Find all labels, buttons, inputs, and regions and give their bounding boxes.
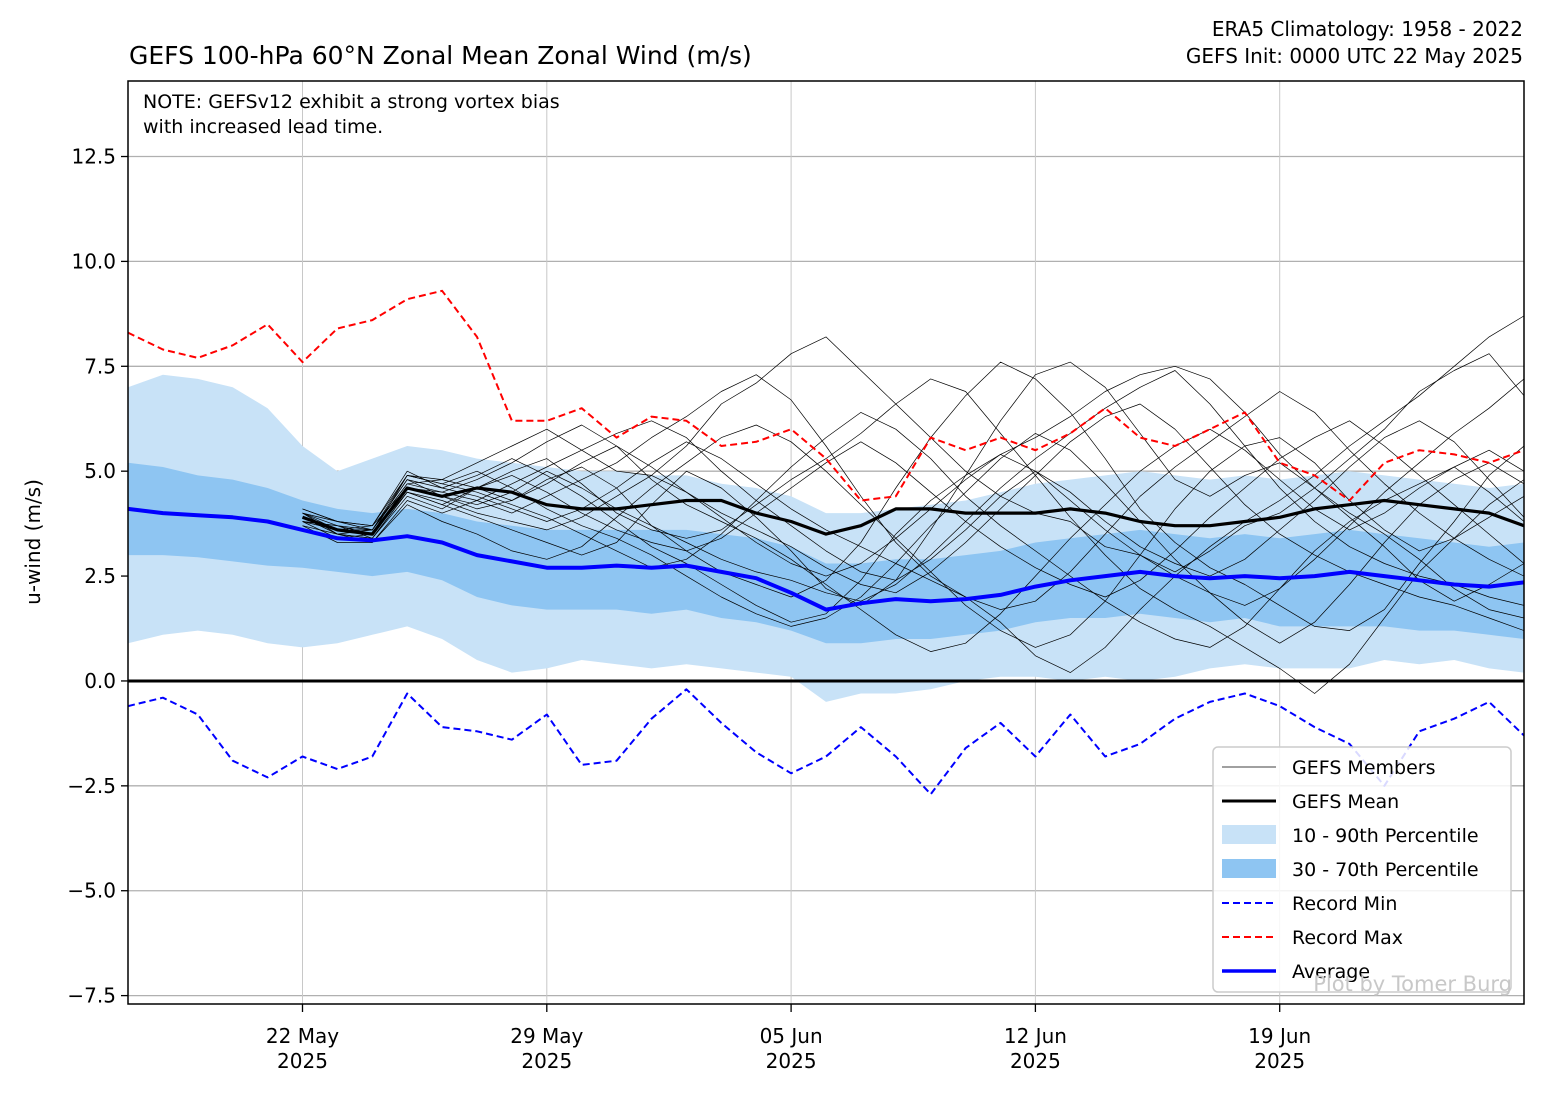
gefs-member-line-15 <box>302 420 1524 598</box>
percentile-10-90-band <box>128 374 1524 702</box>
y-tick-label-3: 5.0 <box>84 459 116 483</box>
y-tick-label-2: 7.5 <box>84 354 116 378</box>
gefs-member-line-6 <box>302 315 1524 673</box>
y-tick-label-8: −7.5 <box>67 984 116 1008</box>
record-min-line <box>128 688 1524 796</box>
gefs-mean-line <box>301 486 1524 536</box>
percentile-30-70-band <box>128 462 1524 644</box>
average-line <box>128 506 1524 612</box>
y-tick-label-7: −5.0 <box>67 879 116 903</box>
legend-swatch-p30-70 <box>1222 859 1276 878</box>
gefs-member-line-4 <box>302 424 1524 648</box>
gefs-member-line-7 <box>302 378 1524 694</box>
x-tick-year-3: 2025 <box>1010 1049 1061 1073</box>
y-tick-label-4: 2.5 <box>84 564 116 588</box>
x-tick-year-2: 2025 <box>766 1049 817 1073</box>
subtitle-init: GEFS Init: 0000 UTC 22 May 2025 <box>1186 44 1523 68</box>
x-tick-label-4: 19 Jun <box>1248 1024 1311 1048</box>
legend: GEFS Members GEFS Mean 10 - 90th Percent… <box>1212 746 1512 993</box>
gefs-member-line-16 <box>302 378 1524 606</box>
legend-label-members: GEFS Members <box>1292 757 1435 779</box>
gefs-member-line-5 <box>302 365 1524 623</box>
plot-frame <box>127 80 1525 1005</box>
legend-label-p10-90: 10 - 90th Percentile <box>1292 825 1479 847</box>
x-tick-year-1: 2025 <box>521 1049 572 1073</box>
gefs-member-line-3 <box>302 361 1524 631</box>
record-max-line <box>128 289 1524 502</box>
x-tick-year-4: 2025 <box>1254 1049 1305 1073</box>
legend-swatch-p10-90 <box>1222 825 1276 844</box>
gefs-member-line-13 <box>302 370 1524 606</box>
note-line-1: NOTE: GEFSv12 exhibit a strong vortex bi… <box>143 91 560 113</box>
x-tick-label-2: 05 Jun <box>760 1024 823 1048</box>
legend-box <box>1212 746 1512 993</box>
watermark: Plot by Tomer Burg <box>1313 972 1512 996</box>
gefs-member-line-14 <box>302 391 1524 610</box>
legend-label-average: Average <box>1292 961 1370 983</box>
y-tick-label-1: 10.0 <box>71 249 116 273</box>
x-tick-label-0: 22 May <box>266 1024 339 1048</box>
x-tick-year-0: 2025 <box>277 1049 328 1073</box>
legend-label-mean: GEFS Mean <box>1292 791 1399 813</box>
legend-label-p30-70: 30 - 70th Percentile <box>1292 859 1479 881</box>
gefs-member-line-1 <box>302 336 1524 573</box>
gefs-member-line-11 <box>302 412 1524 648</box>
subtitle-climatology: ERA5 Climatology: 1958 - 2022 <box>1212 17 1523 41</box>
y-tick-label-6: −2.5 <box>67 774 116 798</box>
x-tick-label-3: 12 Jun <box>1004 1024 1067 1048</box>
note-line-2: with increased lead time. <box>143 116 383 138</box>
y-tick-label-5: 0.0 <box>84 669 116 693</box>
y-tick-label-0: 12.5 <box>71 145 116 169</box>
chart-title: GEFS 100-hPa 60°N Zonal Mean Zonal Wind … <box>129 41 752 70</box>
y-axis-label: u-wind (m/s) <box>21 479 45 605</box>
legend-label-record-min: Record Min <box>1292 893 1397 915</box>
gefs-member-line-9 <box>302 403 1524 631</box>
gefs-members <box>302 315 1524 694</box>
gefs-member-line-10 <box>302 424 1524 652</box>
legend-label-record-max: Record Max <box>1292 927 1403 949</box>
y-axis-ticks: 12.5 10.0 7.5 5.0 2.5 0.0 −2.5 −5.0 −7.5 <box>67 145 128 1008</box>
x-tick-label-1: 29 May <box>510 1024 583 1048</box>
gefs-member-line-8 <box>302 433 1524 644</box>
